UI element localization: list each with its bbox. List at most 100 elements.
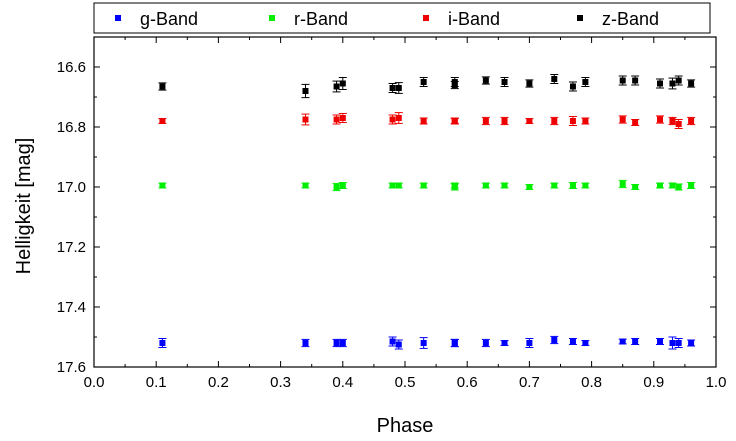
x-tick-label: 0.3 xyxy=(270,374,291,391)
data-point xyxy=(632,119,639,126)
data-point xyxy=(551,76,558,82)
data-point xyxy=(159,340,166,346)
legend-label: i-Band xyxy=(448,9,500,29)
y-tick-label: 17.0 xyxy=(57,179,86,196)
data-point xyxy=(619,116,626,123)
data-point xyxy=(159,118,166,124)
y-tick-label: 17.4 xyxy=(57,299,86,316)
legend-marker xyxy=(269,15,275,21)
data-point xyxy=(159,83,166,90)
legend-label: z-Band xyxy=(602,9,659,29)
legend-marker xyxy=(423,15,429,21)
data-point xyxy=(339,182,346,189)
data-point xyxy=(482,182,489,189)
data-point xyxy=(482,340,489,346)
data-point xyxy=(420,118,427,124)
data-point xyxy=(619,77,626,84)
data-point xyxy=(451,82,458,88)
data-point xyxy=(420,182,427,189)
data-point xyxy=(482,118,489,124)
data-point xyxy=(389,182,396,189)
y-tick-label: 17.6 xyxy=(57,359,86,376)
data-point xyxy=(688,80,695,87)
data-point xyxy=(420,79,427,85)
legend-label: r-Band xyxy=(294,9,348,29)
x-tick-label: 0.6 xyxy=(457,374,478,391)
data-point xyxy=(657,338,664,345)
data-point xyxy=(302,340,309,346)
x-tick-label: 0.9 xyxy=(643,374,664,391)
data-point xyxy=(551,337,558,343)
data-point xyxy=(501,340,508,346)
data-point xyxy=(582,182,589,189)
data-point xyxy=(389,85,396,91)
data-point xyxy=(333,340,340,346)
data-point xyxy=(675,77,682,84)
axes: 0.0 0.1 0.2 0.3 0.4 0.5 0.6 0.7 0.8 0.9 1.0 16.6 16.… xyxy=(57,36,727,391)
data-point xyxy=(632,184,639,190)
data-point xyxy=(339,80,346,87)
data-point xyxy=(501,182,508,189)
x-tick-label: 0.8 xyxy=(581,374,602,391)
data-point xyxy=(669,80,676,87)
legend-label: g-Band xyxy=(140,9,198,29)
data-point xyxy=(619,338,626,345)
legend-marker xyxy=(577,15,583,21)
data-point xyxy=(302,182,309,189)
data-point xyxy=(389,116,396,123)
data-point xyxy=(669,118,676,124)
data-point xyxy=(302,88,309,94)
data-point xyxy=(569,83,576,90)
data-point xyxy=(688,340,695,346)
data-point xyxy=(395,85,402,91)
data-point xyxy=(657,80,664,87)
data-point xyxy=(526,118,533,124)
data-point xyxy=(569,338,576,345)
data-point xyxy=(482,77,489,84)
data-point xyxy=(159,182,166,189)
y-tick-label: 17.2 xyxy=(57,239,86,256)
data-point xyxy=(551,182,558,189)
data-point xyxy=(339,340,346,346)
data-point xyxy=(619,181,626,187)
series-g-Band xyxy=(159,337,695,348)
data-point xyxy=(675,184,682,190)
y-tick-label: 16.8 xyxy=(57,119,86,136)
data-point xyxy=(582,118,589,124)
data-point xyxy=(451,182,458,189)
data-point xyxy=(688,182,695,189)
x-tick-label: 1.0 xyxy=(706,374,727,391)
data-point xyxy=(389,338,396,345)
legend: g-Band r-Band i-Band z-Band xyxy=(93,2,711,34)
x-tick-label: 0.7 xyxy=(519,374,540,391)
x-tick-label: 0.4 xyxy=(332,374,353,391)
data-point xyxy=(333,184,340,190)
data-point xyxy=(569,182,576,189)
data-point xyxy=(526,184,533,190)
plot-area xyxy=(94,37,716,367)
y-tick-label: 16.6 xyxy=(57,59,86,76)
x-tick-label: 0.0 xyxy=(84,374,105,391)
data-point xyxy=(333,116,340,123)
data-point xyxy=(420,340,427,346)
data-point xyxy=(526,340,533,346)
data-point xyxy=(675,121,682,127)
data-point xyxy=(551,118,558,124)
data-point xyxy=(657,116,664,123)
data-point xyxy=(395,182,402,189)
x-axis-title: Phase xyxy=(377,415,434,437)
y-axis-title: Helligkeit [mag] xyxy=(13,138,35,275)
data-point xyxy=(395,115,402,121)
data-point xyxy=(632,338,639,345)
data-point xyxy=(632,77,639,84)
data-point xyxy=(582,340,589,346)
legend-box xyxy=(93,2,711,34)
series-r-Band xyxy=(159,181,695,190)
data-point xyxy=(569,118,576,124)
data-point xyxy=(669,182,676,189)
x-tick-label: 0.2 xyxy=(208,374,229,391)
plot-background xyxy=(94,37,716,367)
x-tick-label: 0.5 xyxy=(395,374,416,391)
data-point xyxy=(451,118,458,124)
